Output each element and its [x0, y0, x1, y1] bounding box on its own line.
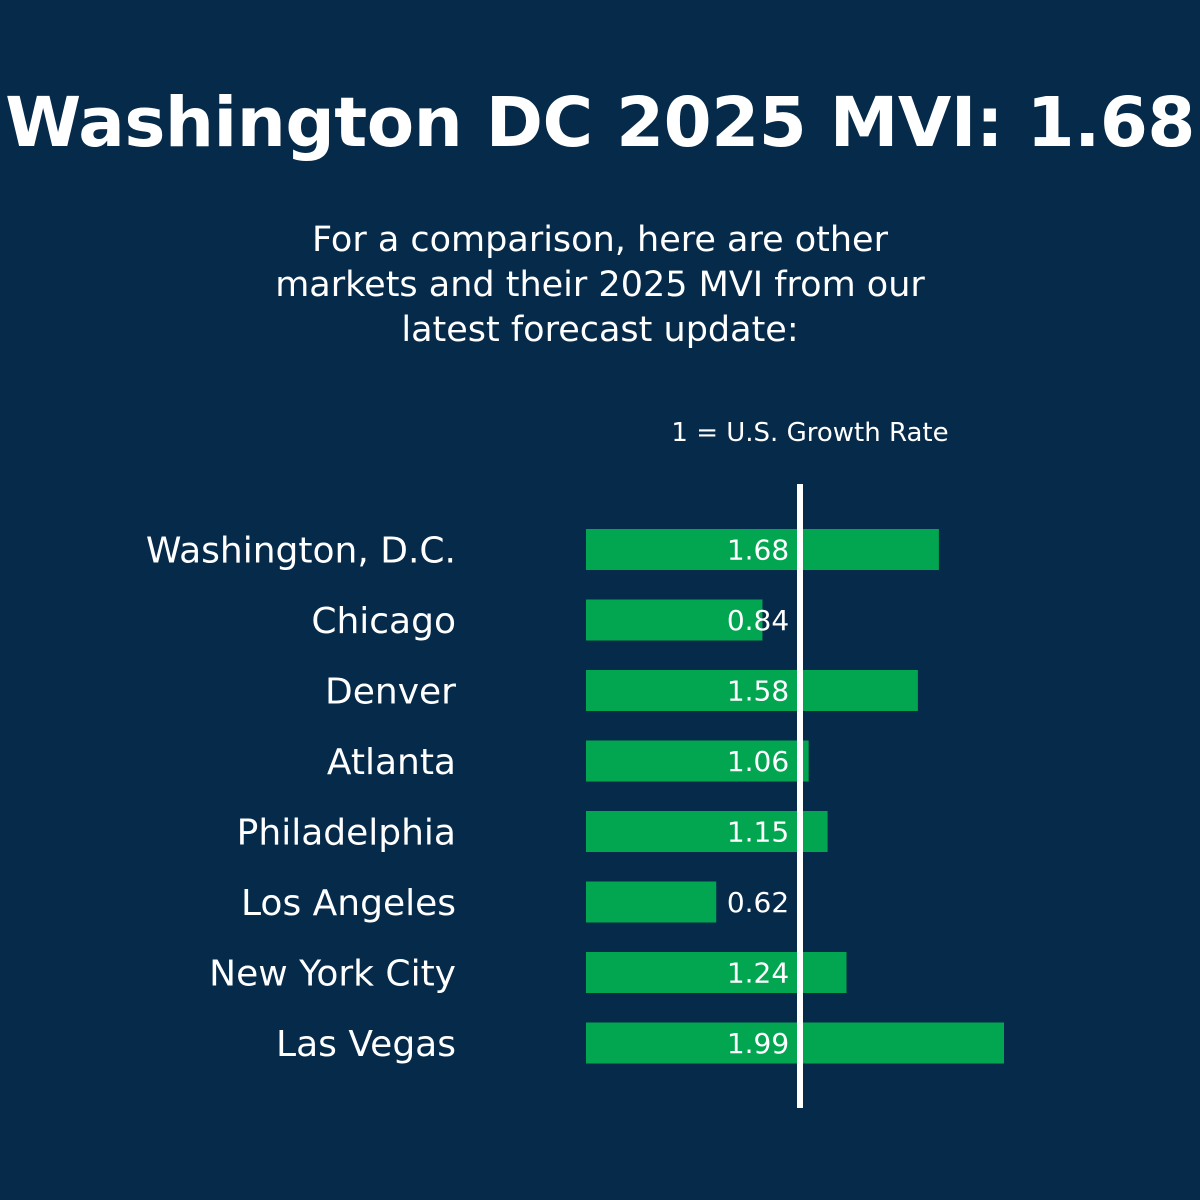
category-label: Washington, D.C. [146, 531, 456, 572]
data-label: 0.62 [727, 886, 789, 919]
category-label: Atlanta [327, 742, 456, 783]
data-label: 1.15 [727, 816, 789, 849]
data-label: 1.24 [727, 957, 789, 990]
bar [586, 952, 847, 993]
subtitle: For a comparison, here are other markets… [0, 218, 1200, 353]
category-label: Las Vegas [276, 1024, 456, 1065]
data-label: 1.06 [727, 745, 789, 778]
bar [586, 881, 717, 923]
category-label: Chicago [311, 601, 456, 642]
subtitle-line-2: markets and their 2025 MVI from our [275, 265, 925, 305]
bar [586, 599, 763, 641]
data-label: 0.84 [727, 604, 789, 637]
reference-line-label: 1 = U.S. Growth Rate [671, 418, 949, 448]
category-label: Denver [325, 672, 456, 713]
category-label: Philadelphia [237, 813, 456, 854]
page-title: Washington DC 2025 MVI: 1.68 [5, 83, 1195, 163]
data-label: 1.99 [727, 1027, 789, 1060]
subtitle-line-1: For a comparison, here are other [312, 220, 888, 260]
category-label: Los Angeles [241, 883, 456, 924]
bar [586, 740, 809, 782]
bar [586, 1022, 1004, 1064]
bar [586, 811, 828, 852]
bar [586, 670, 918, 711]
bar [586, 529, 939, 570]
data-label: 1.68 [727, 534, 789, 567]
category-label: New York City [209, 954, 456, 995]
subtitle-line-3: latest forecast update: [401, 310, 799, 350]
data-label: 1.58 [727, 675, 789, 708]
